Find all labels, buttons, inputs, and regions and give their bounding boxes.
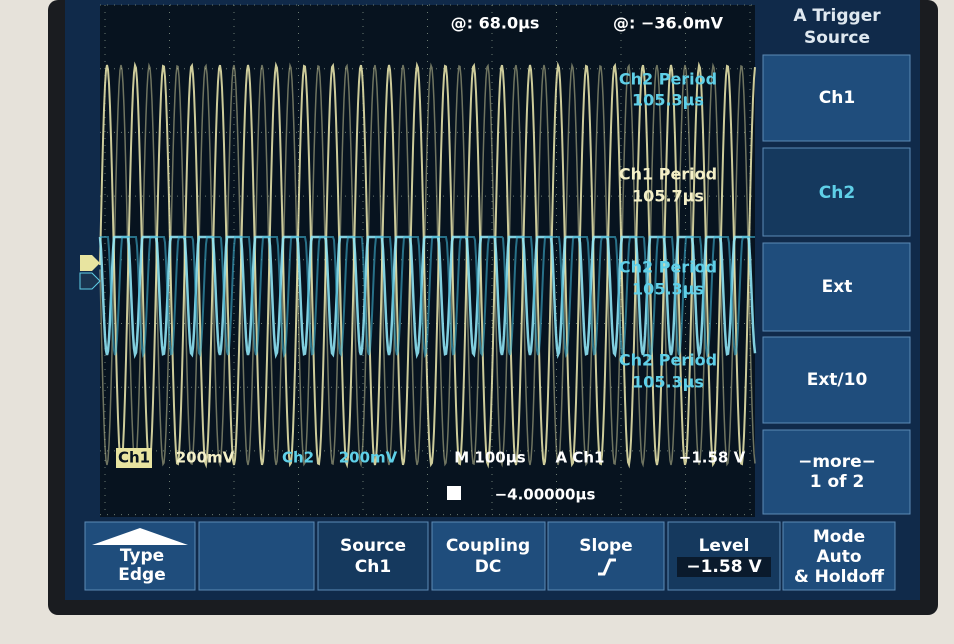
meas-value: 105.3µs xyxy=(632,280,704,299)
button-label: & Holdoff xyxy=(794,567,884,587)
meas-label: Ch1 Period xyxy=(619,165,717,184)
meas-value: 105.7µs xyxy=(632,187,704,206)
trigger-position: −4.00000µs xyxy=(495,486,596,504)
button-label: Ch1 xyxy=(819,88,855,108)
bottom-menu: Type Edge Source Ch1 Coupling DC Slope L… xyxy=(85,522,895,590)
button-label: 1 of 2 xyxy=(810,472,865,492)
button-label: Auto xyxy=(816,547,861,567)
cursor1: @: 68.0µs xyxy=(451,14,540,33)
meas-label: Ch2 Period xyxy=(619,258,717,277)
trigger-icon xyxy=(447,486,461,500)
cursor2: @: −36.0mV xyxy=(613,14,724,33)
button-label: Ch1 xyxy=(355,557,391,577)
menu-button[interactable] xyxy=(668,522,780,590)
ch1-label: Ch1 xyxy=(118,449,150,467)
button-label: Ext xyxy=(822,277,853,297)
meas-value: 105.3µs xyxy=(632,373,704,392)
menu-button[interactable] xyxy=(432,522,545,590)
button-label: −more− xyxy=(798,452,876,472)
button-label: Mode xyxy=(813,527,865,547)
button-label: Edge xyxy=(118,565,165,585)
button-label: Level xyxy=(699,536,750,556)
trigger-source: A Ch1 xyxy=(556,449,605,467)
menu-title: A Trigger xyxy=(793,6,881,26)
meas-label: Ch2 Period xyxy=(619,70,717,89)
button-label: −1.58 V xyxy=(686,557,762,577)
button-label: Slope xyxy=(579,536,632,556)
menu-button[interactable] xyxy=(318,522,428,590)
side-menu: A Trigger Source Ch1 Ch2 Ext Ext/10 −mor… xyxy=(763,6,910,514)
menu-button[interactable] xyxy=(199,522,314,590)
timebase: M 100µs xyxy=(454,449,525,467)
meas-label: Ch2 Period xyxy=(619,351,717,370)
ch1-scale: 200mV xyxy=(176,449,235,467)
trigger-level: −1.58 V xyxy=(679,449,746,467)
button-label: Ext/10 xyxy=(807,370,868,390)
button-label: Coupling xyxy=(446,536,530,556)
button-label: Type xyxy=(120,546,164,566)
menu-button[interactable] xyxy=(548,522,664,590)
ch2-label: Ch2 xyxy=(282,449,314,467)
meas-value: 105.3µs xyxy=(632,91,704,110)
button-label: DC xyxy=(475,557,502,577)
ch2-scale: 200mV xyxy=(339,449,398,467)
oscilloscope-photo: @: 68.0µs @: −36.0mV Ch2 Period 105.3µs … xyxy=(0,0,954,644)
button-label: Ch2 xyxy=(819,183,855,203)
menu-title: Source xyxy=(804,28,870,48)
button-label: Source xyxy=(340,536,406,556)
